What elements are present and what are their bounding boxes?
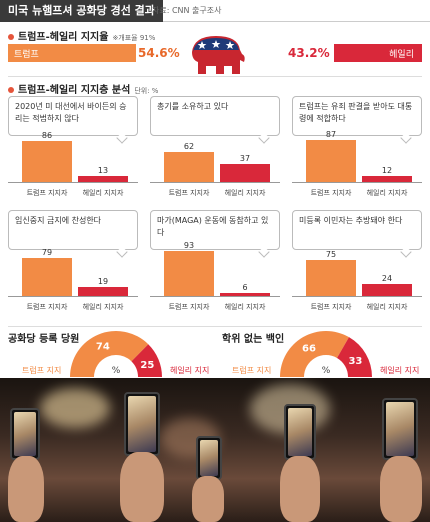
trump-bar <box>22 140 72 182</box>
bar-value-label: 79 <box>41 248 53 258</box>
bar-category-label: 트럼프 지지자 <box>26 303 68 311</box>
bar-value-label: 12 <box>381 166 393 176</box>
trump-bar <box>164 251 214 296</box>
bar-baseline <box>292 182 422 183</box>
count-note: ※개표율 91% <box>112 34 156 42</box>
bar-category-label: 트럼프 지지자 <box>310 189 352 197</box>
bar-category-label: 헤일리 지지자 <box>366 189 408 197</box>
slice-value-label: 66 <box>302 344 316 355</box>
half-donut-chart: 66 33% <box>280 331 372 377</box>
phone-image <box>10 408 40 460</box>
divider <box>8 76 422 77</box>
bar-category-label: 헤일리 지지자 <box>82 303 124 311</box>
breakdown-panel: 2020년 미 대선에서 바이든의 승리는 적법하지 않다 86 트럼프 지지자 13… <box>8 96 143 204</box>
bar-value-label: 62 <box>183 142 195 152</box>
question-bubble: 미등록 이민자는 추방돼야 한다 <box>292 210 422 250</box>
trump-bar <box>164 152 214 182</box>
bar-value-label: 13 <box>97 165 109 175</box>
phone-image <box>196 436 222 480</box>
bar-baseline <box>8 296 138 297</box>
haley-bar <box>78 175 128 182</box>
haley-support-bar: 헤일리 <box>334 44 422 62</box>
unit-note: 단위: % <box>134 87 159 95</box>
source-note: 자료: CNN 출구조사 <box>152 6 222 15</box>
bar-baseline <box>292 296 422 297</box>
header-bar: 미국 뉴햄프셔 공화당 경선 결과 자료: CNN 출구조사 <box>0 0 430 22</box>
legend-haley: 헤일리 지지 <box>170 366 210 375</box>
trump-bar <box>306 260 356 296</box>
trump-bar <box>22 258 72 296</box>
bar-value-label: 37 <box>239 154 251 164</box>
question-bubble: 2020년 미 대선에서 바이든의 승리는 적법하지 않다 <box>8 96 138 136</box>
haley-bar <box>220 164 270 182</box>
breakdown-panel: 임신중지 금지에 찬성한다 79 트럼프 지지자 19 헤일리 지지자 <box>8 210 143 318</box>
haley-pct: 43.2% <box>288 46 330 60</box>
bar-baseline <box>8 182 138 183</box>
trump-bar <box>306 140 356 182</box>
divider <box>8 326 422 327</box>
question-bubble: 마가(MAGA) 운동에 동참하고 있다 <box>150 210 280 250</box>
breakdown-panel: 마가(MAGA) 운동에 동참하고 있다 93 트럼프 지지자 6 헤일리 지지자 <box>150 210 285 318</box>
support-section-title: 트럼프-헤일리 지지율 ※개표율 91% <box>8 28 155 43</box>
bar-value-label: 6 <box>242 283 248 293</box>
republican-elephant-icon <box>192 36 245 74</box>
bar-value-label: 19 <box>97 276 109 286</box>
slice-value-label: 74 <box>96 342 110 353</box>
bar-category-label: 트럼프 지지자 <box>168 303 210 311</box>
haley-slice <box>131 344 162 377</box>
trump-support-bar: 트럼프 <box>8 44 136 62</box>
bar-category-label: 트럼프 지지자 <box>26 189 68 197</box>
bar-value-label: 93 <box>183 241 195 251</box>
donut-center-label: % <box>112 366 121 376</box>
question-bubble: 임신중지 금지에 찬성한다 <box>8 210 138 250</box>
haley-bar <box>78 286 128 296</box>
bar-value-label: 86 <box>41 130 53 140</box>
donut-title-2: 학위 없는 백인 <box>222 334 285 345</box>
bar-category-label: 헤일리 지지자 <box>366 303 408 311</box>
trump-slice <box>280 331 349 377</box>
bar-category-label: 헤일리 지지자 <box>82 189 124 197</box>
legend-trump: 트럼프 지지 <box>232 366 272 375</box>
page-title: 미국 뉴햄프셔 공화당 경선 결과 <box>0 0 163 22</box>
bar-category-label: 헤일리 지지자 <box>224 303 266 311</box>
haley-bar <box>220 293 270 296</box>
haley-bar <box>362 284 412 296</box>
bar-value-label: 75 <box>325 250 337 259</box>
trump-slice <box>70 331 149 377</box>
donut-title-1: 공화당 등록 당원 <box>8 334 80 345</box>
haley-name: 헤일리 <box>389 50 414 60</box>
phone-image <box>382 398 418 460</box>
breakdown-panel: 트럼프는 유죄 판결을 받아도 대통령에 적합하다 87 트럼프 지지자 12 헤일리 … <box>292 96 427 204</box>
phone-image <box>124 392 160 456</box>
haley-bar <box>362 176 412 182</box>
half-donut-chart: 74 25% <box>70 331 162 377</box>
question-bubble: 트럼프는 유죄 판결을 받아도 대통령에 적합하다 <box>292 96 422 136</box>
slice-value-label: 25 <box>140 360 154 371</box>
breakdown-panel: 미등록 이민자는 추방돼야 한다 75 트럼프 지지자 24 헤일리 지지자 <box>292 210 427 318</box>
breakdown-section-title: 트럼프-헤일리 지지층 분석 단위: % <box>8 81 158 96</box>
bar-category-label: 트럼프 지지자 <box>168 189 210 197</box>
bar-category-label: 트럼프 지지자 <box>310 303 352 311</box>
breakdown-panel: 총기를 소유하고 있다 62 트럼프 지지자 37 헤일리 지지자 <box>150 96 285 204</box>
trump-pct: 54.6% <box>138 46 180 60</box>
haley-slice <box>337 337 372 377</box>
legend-trump: 트럼프 지지 <box>22 366 62 375</box>
donut-center-label: % <box>322 366 331 376</box>
legend-haley: 헤일리 지지 <box>380 366 420 375</box>
bar-baseline <box>150 182 280 183</box>
bar-category-label: 헤일리 지지자 <box>224 189 266 197</box>
bar-value-label: 24 <box>381 274 393 284</box>
rally-photo <box>0 378 430 522</box>
bar-baseline <box>150 296 280 297</box>
phone-image <box>284 404 316 460</box>
bar-value-label: 87 <box>325 130 337 140</box>
slice-value-label: 33 <box>348 356 362 367</box>
question-bubble: 총기를 소유하고 있다 <box>150 96 280 136</box>
trump-name: 트럼프 <box>14 50 39 60</box>
